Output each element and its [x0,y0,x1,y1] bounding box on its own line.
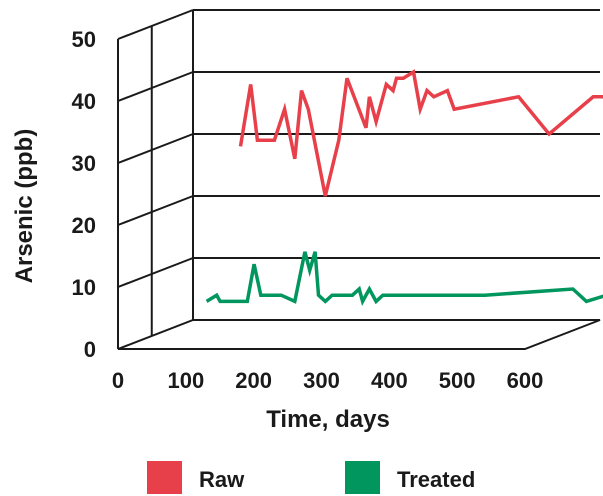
series-line-raw [238,69,603,197]
x-tick-labels: 0 100 200 300 400 500 600 [112,368,543,393]
side-gridline [117,71,194,102]
side-gridline [117,133,194,164]
x-tick-label: 200 [235,368,272,393]
legend-label-raw: Raw [199,467,245,492]
side-gridline [117,257,194,288]
y-tick-label: 40 [72,89,96,114]
y-axis-title: Arsenic (ppb) [11,129,38,284]
legend-label-treated: Treated [397,467,475,492]
y-tick-labels: 0 10 20 30 40 50 [72,27,96,362]
y-tick-label: 50 [72,27,96,52]
x-tick-label: 400 [371,368,408,393]
chart-walls [117,10,601,350]
y-tick-label: 30 [72,151,96,176]
legend-swatch-raw [147,461,182,494]
grid-lines [117,9,600,288]
y-tick-label: 0 [84,337,96,362]
y-tick-label: 10 [72,275,96,300]
x-axis-title: Time, days [266,406,390,433]
floor-outline [117,319,601,350]
legend: Raw Treated [147,461,475,494]
side-gridline [117,195,194,226]
series-line-treated [205,251,603,307]
x-tick-label: 600 [507,368,544,393]
legend-swatch-treated [345,461,380,494]
side-gridline [117,9,194,40]
x-tick-label: 500 [439,368,476,393]
series-layer [205,69,603,307]
x-tick-label: 100 [167,368,204,393]
y-tick-label: 20 [72,213,96,238]
x-tick-label: 300 [303,368,340,393]
x-tick-label: 0 [112,368,124,393]
